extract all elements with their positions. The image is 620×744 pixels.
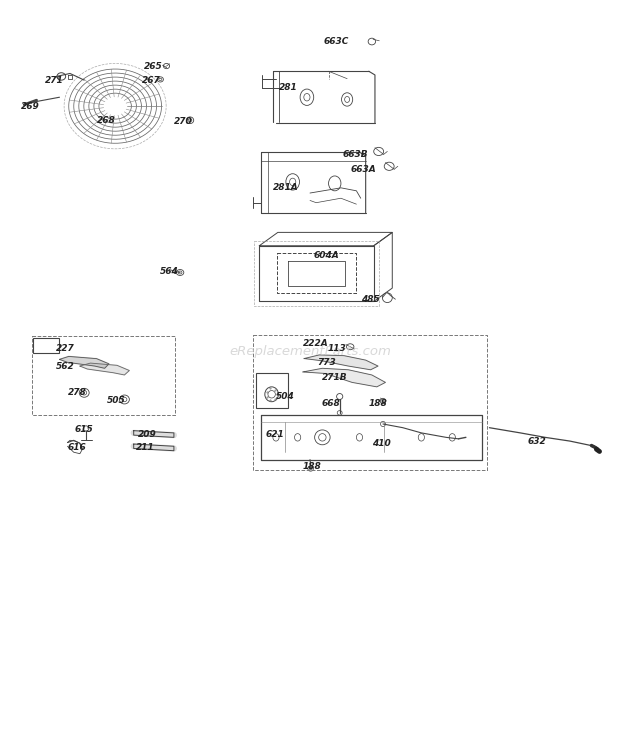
Text: 562: 562 xyxy=(56,362,75,371)
Text: 281: 281 xyxy=(279,83,298,92)
Text: 188: 188 xyxy=(369,399,388,408)
Text: 211: 211 xyxy=(136,443,154,452)
Bar xyxy=(255,373,288,408)
Text: 281A: 281A xyxy=(273,183,299,193)
Text: 564: 564 xyxy=(161,266,179,275)
Text: 278: 278 xyxy=(68,388,86,397)
Polygon shape xyxy=(60,356,109,368)
Bar xyxy=(33,338,59,353)
Text: 222A: 222A xyxy=(303,339,329,348)
Text: 268: 268 xyxy=(97,117,115,126)
Text: 615: 615 xyxy=(75,426,94,434)
Text: 604A: 604A xyxy=(313,251,339,260)
Text: 188: 188 xyxy=(303,462,321,471)
Text: 265: 265 xyxy=(144,62,163,71)
Text: 271B: 271B xyxy=(322,373,348,382)
Text: 410: 410 xyxy=(372,439,391,448)
Text: 663B: 663B xyxy=(342,150,368,159)
Text: 209: 209 xyxy=(138,430,157,439)
Text: 485: 485 xyxy=(361,295,379,304)
Text: 668: 668 xyxy=(321,399,340,408)
Text: 227: 227 xyxy=(56,344,75,353)
Text: 663C: 663C xyxy=(324,37,349,46)
Polygon shape xyxy=(303,368,386,387)
Text: 271: 271 xyxy=(45,76,64,85)
Text: 270: 270 xyxy=(174,118,193,126)
Text: 267: 267 xyxy=(142,76,161,85)
Text: 269: 269 xyxy=(20,102,39,111)
Text: 504: 504 xyxy=(276,392,294,401)
Polygon shape xyxy=(304,355,378,370)
Text: 113: 113 xyxy=(327,344,346,353)
Text: 621: 621 xyxy=(265,430,284,439)
Text: eReplacementParts.com: eReplacementParts.com xyxy=(229,344,391,358)
Text: 773: 773 xyxy=(317,358,336,367)
Text: 616: 616 xyxy=(68,443,86,452)
Text: 505: 505 xyxy=(107,396,126,405)
Text: 632: 632 xyxy=(528,437,546,446)
Text: 663A: 663A xyxy=(350,164,376,174)
Polygon shape xyxy=(80,363,130,375)
